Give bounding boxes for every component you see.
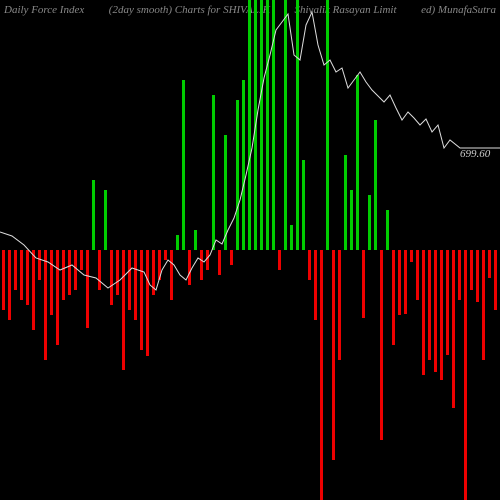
force-bar: [122, 250, 125, 370]
force-bar: [278, 250, 281, 270]
force-bar: [50, 250, 53, 315]
force-bar: [284, 0, 287, 250]
force-bar: [302, 160, 305, 250]
force-bar: [92, 180, 95, 250]
force-bar: [44, 250, 47, 360]
force-bar: [428, 250, 431, 360]
force-bar: [212, 95, 215, 250]
force-bar: [98, 250, 101, 290]
force-bar: [422, 250, 425, 375]
force-bar: [104, 190, 107, 250]
force-bar: [146, 250, 149, 356]
force-bar: [290, 225, 293, 250]
force-bar: [350, 190, 353, 250]
force-bar: [14, 250, 17, 290]
force-bar: [116, 250, 119, 295]
force-bar: [452, 250, 455, 408]
force-bar: [68, 250, 71, 295]
force-bar: [242, 80, 245, 250]
force-bar: [272, 0, 275, 250]
force-bar: [218, 250, 221, 275]
force-bar: [260, 0, 263, 250]
force-bar: [32, 250, 35, 330]
force-bar: [206, 250, 209, 270]
force-bar: [38, 250, 41, 280]
force-bar: [416, 250, 419, 300]
force-bar: [332, 250, 335, 460]
force-bar: [482, 250, 485, 360]
force-bar: [446, 250, 449, 355]
force-bar: [62, 250, 65, 300]
force-bar: [56, 250, 59, 345]
force-bar: [74, 250, 77, 290]
force-bar: [374, 120, 377, 250]
force-bar: [470, 250, 473, 290]
force-bar: [176, 235, 179, 250]
force-bar: [194, 230, 197, 250]
force-bar: [188, 250, 191, 285]
force-bar: [368, 195, 371, 250]
force-bar: [476, 250, 479, 302]
force-bar: [20, 250, 23, 300]
force-index-chart: [0, 0, 500, 500]
force-bar: [134, 250, 137, 320]
force-bar: [296, 0, 299, 250]
force-bar: [80, 250, 83, 270]
force-bar: [380, 250, 383, 440]
force-bar: [2, 250, 5, 310]
force-bar: [110, 250, 113, 305]
force-bar: [392, 250, 395, 345]
force-bar: [440, 250, 443, 380]
force-bar: [164, 250, 167, 260]
force-bar: [398, 250, 401, 315]
force-bar: [464, 250, 467, 500]
force-bar: [8, 250, 11, 320]
force-bar: [386, 210, 389, 250]
force-bar: [254, 0, 257, 250]
force-bar: [494, 250, 497, 310]
force-bar: [200, 250, 203, 280]
force-bar: [326, 0, 329, 250]
force-bar: [128, 250, 131, 310]
force-bar: [236, 100, 239, 250]
force-bar: [230, 250, 233, 265]
force-bar: [158, 250, 161, 280]
force-bar: [182, 80, 185, 250]
force-bar: [224, 135, 227, 250]
force-bar: [170, 250, 173, 300]
force-bar: [458, 250, 461, 300]
force-bar: [356, 75, 359, 250]
force-bar: [362, 250, 365, 318]
force-bar: [320, 250, 323, 500]
force-bar: [308, 250, 311, 280]
force-bar: [434, 250, 437, 372]
force-bar: [404, 250, 407, 314]
force-bar: [26, 250, 29, 305]
force-bar: [248, 0, 251, 250]
force-bar: [266, 0, 269, 250]
force-bar: [488, 250, 491, 278]
force-bar: [338, 250, 341, 360]
price-label: 699.60: [460, 148, 490, 160]
force-bar: [140, 250, 143, 350]
force-bar: [410, 250, 413, 262]
force-bar: [314, 250, 317, 320]
force-bar: [86, 250, 89, 328]
force-bar: [344, 155, 347, 250]
force-bar: [152, 250, 155, 295]
